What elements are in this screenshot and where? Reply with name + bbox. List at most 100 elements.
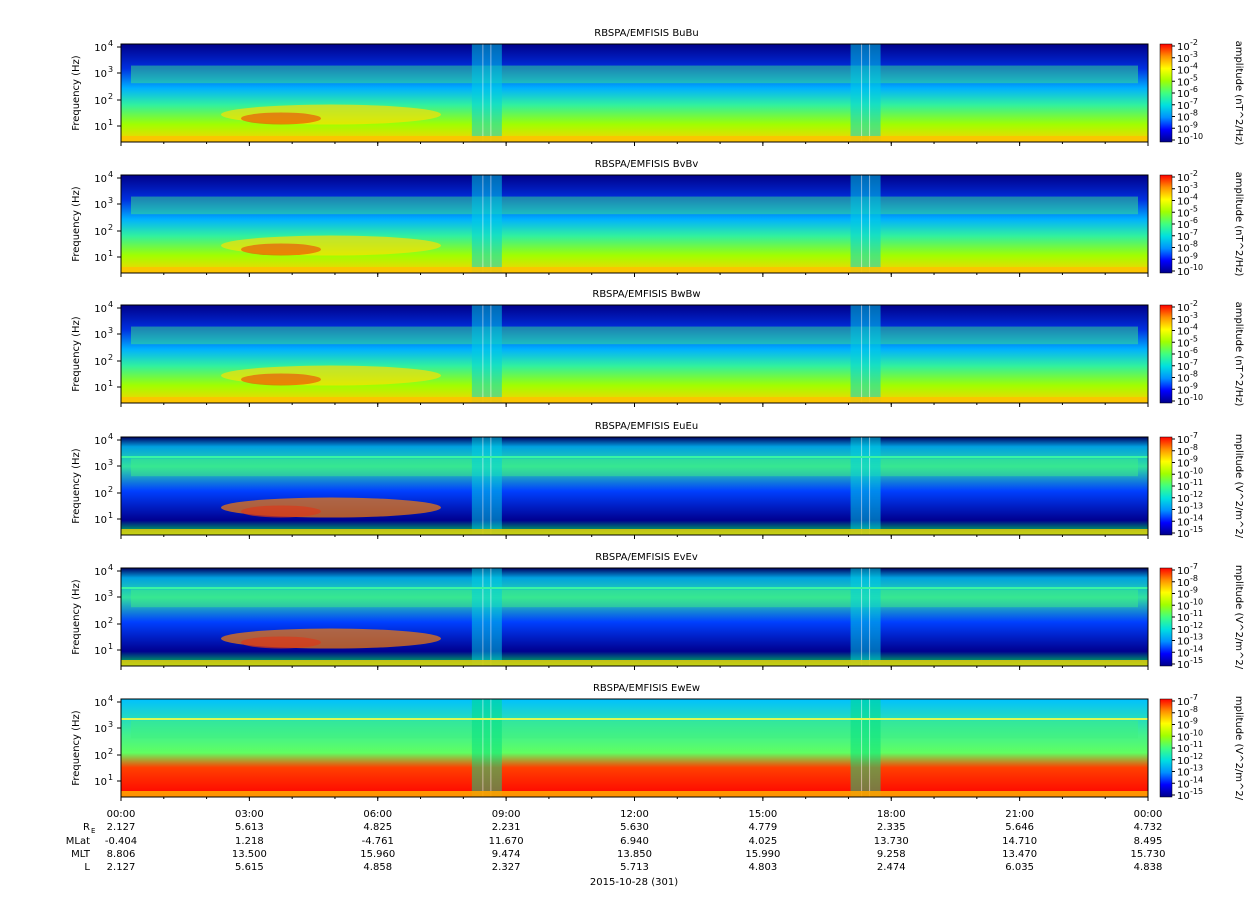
y-tick-label: 10 [94,227,107,238]
ephemeris-value: 14.710 [1002,836,1037,847]
spectrogram-image [121,437,1148,535]
ephemeris-value: 4.858 [363,862,392,873]
panel-title: RBSPA/EMFISIS EwEw [593,683,700,694]
colorbar-tick-label: 10 [1177,374,1190,385]
colorbar-tick-exponent: -4 [1190,323,1198,332]
ephemeris-value: 4.779 [749,822,778,833]
y-axis-label: Frequency (Hz) [71,186,82,262]
colorbar-tick-label: 10 [1177,601,1190,612]
spectrogram-image [121,568,1148,666]
colorbar-tick-label: 10 [1177,385,1190,396]
colorbar-tick-label: 10 [1177,113,1190,124]
ephemeris-row-label: MLT [71,849,91,860]
colorbar-tick-exponent: -10 [1190,597,1203,606]
y-tick-exponent: 1 [108,773,113,782]
colorbar-tick-exponent: -14 [1190,775,1203,784]
y-tick-exponent: 3 [108,326,113,335]
ephemeris-value: 4.838 [1134,862,1163,873]
y-tick-label: 10 [94,330,107,341]
x-tick-label: 09:00 [492,809,521,820]
colorbar-tick-exponent: -11 [1190,740,1203,749]
colorbar-tick-exponent: -9 [1190,120,1198,129]
x-tick-label: 18:00 [877,809,906,820]
panel-title: RBSPA/EMFISIS EuEu [595,421,698,432]
colorbar-tick-exponent: -12 [1190,752,1203,761]
y-tick-label: 10 [94,567,107,578]
colorbar-tick-label: 10 [1177,232,1190,243]
colorbar-tick-exponent: -7 [1190,358,1198,367]
colorbar-tick-exponent: -10 [1190,393,1203,402]
colorbar-tick-exponent: -15 [1190,525,1203,534]
colorbar-tick-exponent: -14 [1190,644,1203,653]
colorbar-tick-label: 10 [1177,721,1190,732]
y-tick-label: 10 [94,593,107,604]
panel-title: RBSPA/EMFISIS BwBw [592,289,700,300]
colorbar-tick-exponent: -4 [1190,62,1198,71]
colorbar-tick-label: 10 [1177,470,1190,481]
colorbar-tick-label: 10 [1177,744,1190,755]
y-tick-exponent: 4 [108,300,113,309]
ephemeris-value: 5.613 [235,822,264,833]
colorbar-tick-label: 10 [1177,529,1190,540]
colorbar-tick-exponent: -12 [1190,621,1203,630]
y-tick-label: 10 [94,751,107,762]
y-tick-label: 10 [94,436,107,447]
ephemeris-row-label: R [83,822,90,833]
colorbar-tick-exponent: -11 [1190,478,1203,487]
y-tick-label: 10 [94,304,107,315]
colorbar-tick-exponent: -10 [1190,132,1203,141]
ephemeris-value: 1.218 [235,836,264,847]
colorbar-label: amplitude (nT^2/Hz) [1233,302,1244,407]
ephemeris-value: 8.806 [107,849,136,860]
ephemeris-value: 4.803 [749,862,778,873]
colorbar-tick-label: 10 [1177,590,1190,601]
ephemeris-value: 5.646 [1005,822,1034,833]
colorbar-tick-exponent: -13 [1190,502,1203,511]
y-tick-exponent: 1 [108,249,113,258]
colorbar [1159,567,1173,667]
y-tick-label: 10 [94,777,107,788]
colorbar-tick-exponent: -7 [1190,693,1198,702]
colorbar-tick-label: 10 [1177,494,1190,505]
ephemeris-value: -0.404 [105,836,137,847]
colorbar-tick-label: 10 [1177,506,1190,517]
colorbar-tick-label: 10 [1177,435,1190,446]
colorbar-tick-exponent: -15 [1190,656,1203,665]
colorbar-tick-exponent: -10 [1190,728,1203,737]
colorbar-tick-exponent: -2 [1190,38,1198,47]
ephemeris-value: 13.470 [1002,849,1037,860]
colorbar-tick-label: 10 [1177,447,1190,458]
ephemeris-value: 13.500 [232,849,267,860]
colorbar-tick-label: 10 [1177,77,1190,88]
colorbar-tick-label: 10 [1177,54,1190,65]
colorbar-tick-label: 10 [1177,173,1190,184]
ephemeris-value: 2.127 [107,862,136,873]
y-tick-exponent: 3 [108,458,113,467]
colorbar-tick-label: 10 [1177,648,1190,659]
colorbar-tick-label: 10 [1177,397,1190,408]
colorbar-label: mplitude (V^2/m^2/ [1233,696,1244,801]
y-tick-exponent: 3 [108,65,113,74]
colorbar-tick-label: 10 [1177,791,1190,802]
spectrogram-image [121,175,1148,273]
colorbar-tick-exponent: -11 [1190,609,1203,618]
y-tick-label: 10 [94,96,107,107]
ephemeris-value: 4.732 [1134,822,1163,833]
y-tick-label: 10 [94,253,107,264]
colorbar [1159,436,1173,536]
x-tick-label: 15:00 [748,809,777,820]
ephemeris-value: 2.474 [877,862,906,873]
colorbar-tick-label: 10 [1177,459,1190,470]
y-tick-exponent: 2 [108,747,113,756]
colorbar-tick-exponent: -15 [1190,787,1203,796]
ephemeris-value: 2.127 [107,822,136,833]
colorbar-tick-label: 10 [1177,709,1190,720]
spectrogram-image [121,305,1148,403]
y-tick-label: 10 [94,174,107,185]
ephemeris-value: 11.670 [489,836,524,847]
spectrogram-features [121,44,1148,142]
x-tick-label: 12:00 [620,809,649,820]
y-axis-label: Frequency (Hz) [71,710,82,786]
y-tick-label: 10 [94,698,107,709]
